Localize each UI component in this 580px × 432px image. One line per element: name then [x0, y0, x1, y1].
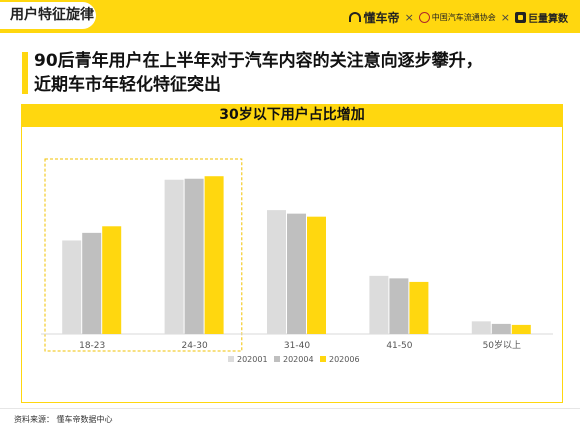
legend-swatch-202004: [274, 356, 280, 362]
chart-subtitle: 30岁以下用户占比增加: [21, 104, 563, 127]
footer-divider: [0, 408, 580, 409]
headline-accent-bar: [22, 52, 28, 94]
bar-202006-0: [102, 226, 122, 334]
header-bar: [0, 0, 580, 33]
legend-label-202006: 202006: [329, 355, 360, 364]
dongchedi-mark-icon: [348, 12, 361, 22]
legend-swatch-202006: [320, 356, 326, 362]
ocean-engine-mark-icon: [515, 11, 526, 23]
partner-1-name: 中国汽车流通协会: [431, 12, 496, 22]
legend-label-202004: 202004: [283, 355, 314, 364]
bar-202004-1: [184, 178, 204, 334]
cada-globe-icon: [418, 11, 430, 23]
legend-label-202001: 202001: [237, 355, 268, 364]
brand-name: 懂车帝: [363, 10, 400, 25]
bar-202001-0: [62, 240, 82, 334]
headline-line-2: 近期车市年轻化特征突出: [34, 75, 221, 95]
ocean-engine-logo: 巨量算数: [515, 10, 568, 25]
section-label: 用户特征旋律: [0, 2, 96, 29]
headline-line-1: 90后青年用户在上半年对于汽车内容的关注意向逐步攀升，: [34, 51, 483, 71]
bar-202001-3: [369, 275, 389, 334]
cada-logo: 中国汽车流通协会: [418, 11, 496, 23]
x-tick-label: 24-30: [182, 341, 208, 351]
bar-202001-4: [471, 321, 491, 334]
logo-separator: ×: [404, 10, 414, 24]
x-tick-label: 31-40: [284, 341, 310, 351]
highlight-box: [44, 158, 243, 352]
logo-separator-2: ×: [500, 10, 510, 24]
age-distribution-chart: 18-23 24-30 31-40 41-50 50岁以上 202001 202004 202…: [41, 158, 553, 364]
bar-202004-2: [287, 213, 306, 334]
bar-202004-3: [389, 278, 409, 334]
bar-202001-2: [267, 210, 286, 334]
partner-2-name: 巨量算数: [528, 13, 568, 25]
legend-swatch-202001: [228, 356, 234, 362]
bar-202001-1: [164, 179, 184, 334]
logo-group: 懂车帝 × 中国汽车流通协会 × 巨量算数: [348, 9, 568, 26]
x-tick-label: 41-50: [386, 341, 412, 351]
bar-202004-4: [491, 323, 511, 334]
bar-202006-1: [204, 176, 224, 334]
headline: 90后青年用户在上半年对于汽车内容的关注意向逐步攀升， 近期车市年轻化特征突出: [34, 49, 554, 97]
bar-202006-3: [409, 281, 429, 334]
chart-frame: 18-23 24-30 31-40 41-50 50岁以上 202001 202004 202…: [21, 127, 563, 403]
bar-202006-4: [511, 324, 531, 334]
bar-202004-0: [82, 232, 102, 334]
bar-202006-2: [307, 216, 326, 334]
footer-source: 资料来源： 懂车帝数据中心: [14, 415, 113, 424]
x-tick-label: 50岁以上: [483, 339, 521, 351]
dongchedi-logo: 懂车帝: [348, 9, 400, 26]
x-tick-label: 18-23: [79, 341, 105, 351]
